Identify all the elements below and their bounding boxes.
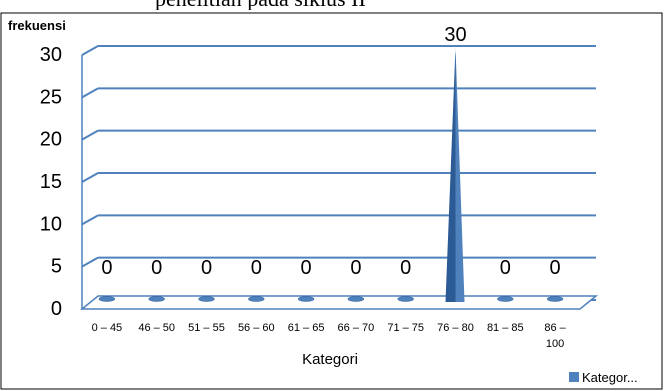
legend-swatch [569,372,579,382]
x-tick-label-0: 0 – 45 [92,322,123,334]
x-tick-label-4: 61 – 65 [288,322,325,334]
data-point-0 [98,296,116,302]
y-axis-label: frekuensi [8,18,66,33]
data-cone-left-7 [445,47,456,302]
data-label-7: 30 [444,24,466,46]
data-label-9: 0 [550,257,561,279]
data-label-4: 0 [301,257,312,279]
gridline-side-15 [81,172,99,183]
data-label-8: 0 [500,257,511,279]
x-tick-label-9: 86 –100 [544,322,566,350]
data-cone-right-7 [455,47,465,302]
x-tick-label-8: 81 – 85 [487,322,524,334]
data-label-5: 0 [350,257,361,279]
data-cone-highlight-7 [453,47,458,53]
y-tick-label-15: 15 [40,171,62,193]
data-point-4 [297,296,315,302]
data-label-3: 0 [251,257,262,279]
chart-frame [0,12,663,390]
y-tick-label-25: 25 [40,86,62,108]
gridline-side-30 [81,45,99,56]
data-point-5 [347,296,365,302]
y-tick-label-5: 5 [51,256,62,278]
data-label-1: 0 [151,257,162,279]
y-tick-label-20: 20 [40,129,62,151]
data-point-8 [497,296,514,302]
y-tick-label-30: 30 [40,44,62,66]
y-tick-label-10: 10 [40,213,62,235]
cropped-caption: penelitian pada siklus II [155,0,575,10]
legend-label: Kategor... [582,370,638,385]
gridline-side-20 [81,129,99,141]
x-axis-label: Kategori [302,351,358,368]
data-point-1 [148,296,165,302]
x-tick-label-2: 51 – 55 [188,322,225,334]
gridline-side-10 [81,214,99,226]
x-tick-label-6: 71 – 75 [387,322,424,334]
y-tick-label-0: 0 [51,298,62,320]
data-point-6 [397,296,414,302]
x-tick-label-3: 56 – 60 [238,322,275,334]
x-tick-label-7: 76 – 80 [437,322,474,334]
x-tick-label-5: 66 – 70 [338,322,375,334]
gridline-side-5 [81,256,99,268]
data-point-2 [198,296,215,302]
x-tick-label-1: 46 – 50 [138,322,175,334]
data-label-2: 0 [201,257,212,279]
data-label-6: 0 [400,257,411,279]
data-point-9 [546,296,564,302]
data-point-3 [248,296,265,302]
gridline-side-25 [81,87,99,99]
data-label-0: 0 [101,257,112,279]
